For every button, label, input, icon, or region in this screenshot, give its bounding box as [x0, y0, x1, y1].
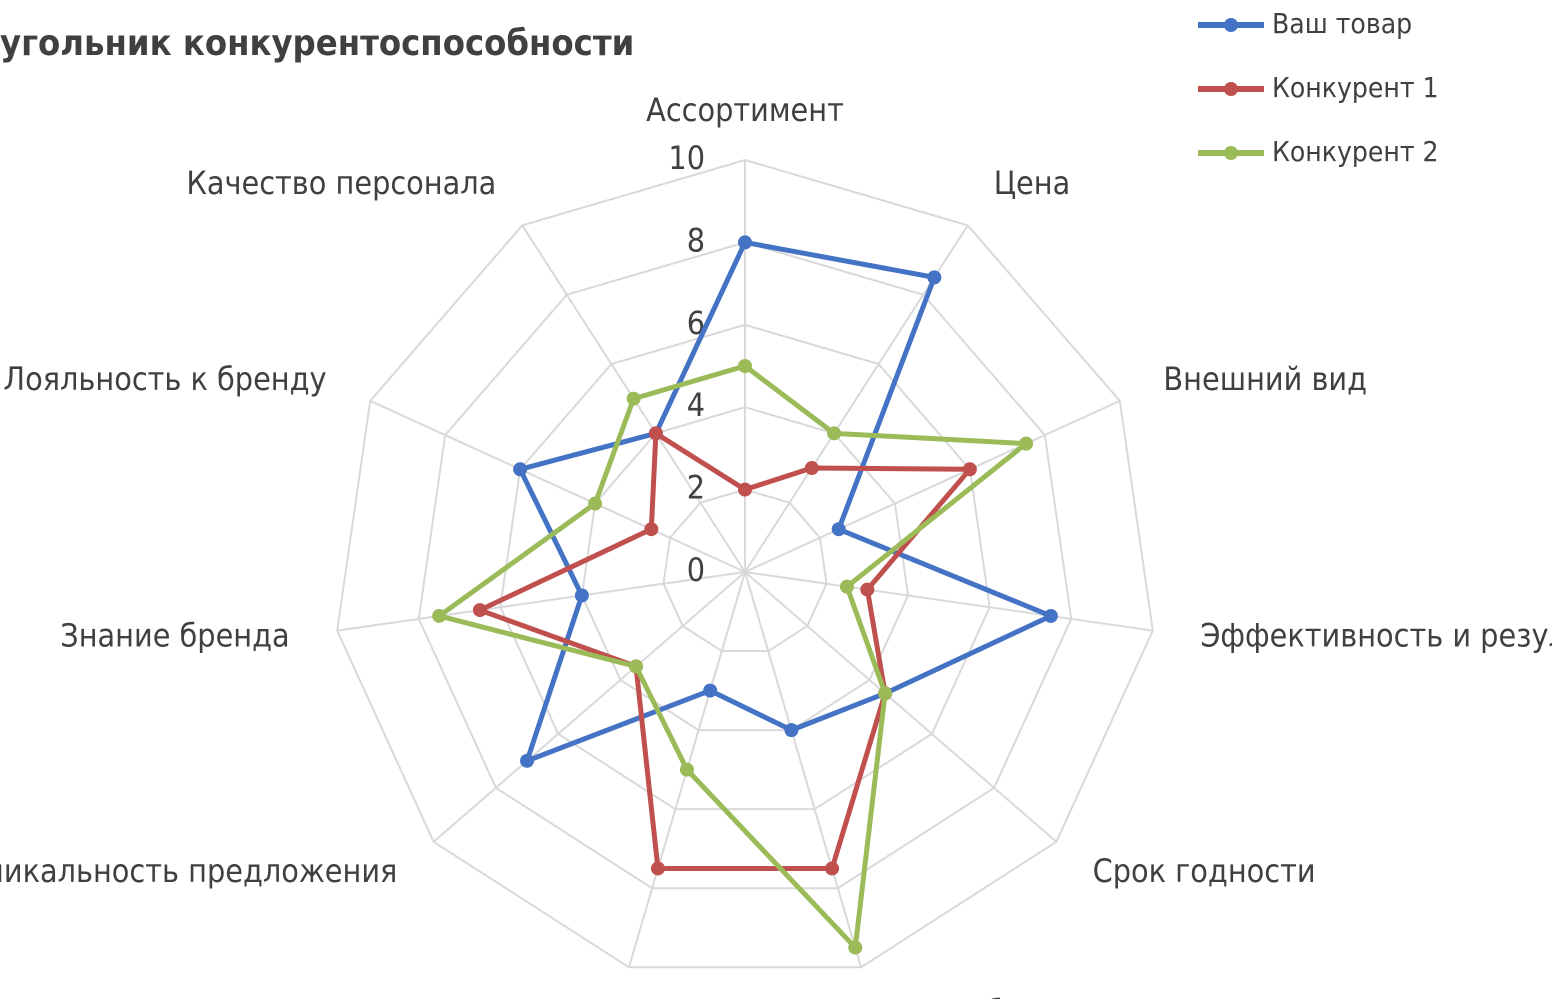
grid-ring	[417, 241, 1073, 890]
series-marker	[962, 462, 977, 477]
legend-label: Конкурент 2	[1272, 135, 1439, 168]
category-label: Срок годности	[1093, 852, 1316, 890]
series-line	[517, 239, 1054, 764]
category-label: Уникальность предложения	[0, 852, 397, 890]
grid-ring	[336, 158, 1154, 969]
series-marker	[831, 522, 846, 537]
category-label: Знание бренда	[60, 616, 289, 654]
spoke	[337, 571, 746, 632]
series-marker	[432, 608, 447, 623]
spoke	[744, 571, 863, 968]
category-label: Рекламная активность	[269, 992, 616, 999]
spoke	[432, 571, 746, 843]
series-marker	[804, 461, 819, 476]
series-marker	[839, 579, 854, 594]
grid-ring	[580, 406, 910, 732]
series-marker	[703, 683, 718, 698]
spoke	[744, 571, 1058, 843]
series-marker	[626, 391, 641, 406]
series-marker	[1019, 436, 1034, 451]
r-tick-label: 4	[687, 386, 705, 424]
category-label: Качество персонала	[186, 164, 496, 202]
legend-label: Конкурент 1	[1272, 71, 1439, 104]
series-marker	[648, 426, 663, 441]
legend-marker	[1224, 18, 1238, 32]
series-marker	[738, 235, 752, 250]
series-marker	[644, 522, 659, 537]
series-marker	[1043, 608, 1058, 623]
series-marker	[825, 861, 840, 876]
legend-marker	[1224, 146, 1238, 160]
series-marker	[738, 359, 752, 373]
category-label: Лояльность к бренду	[3, 360, 326, 398]
series-marker	[520, 753, 535, 768]
series-marker	[878, 686, 893, 701]
series-marker	[679, 762, 694, 777]
spoke	[744, 399, 1121, 573]
series-marker	[588, 496, 603, 511]
series-marker	[574, 588, 589, 603]
series-marker	[927, 270, 942, 285]
series-marker	[860, 582, 875, 597]
series-marker	[827, 426, 842, 441]
chart-title: угольник конкурентоспособности	[0, 23, 634, 64]
grid-ring	[662, 488, 828, 653]
series-marker	[629, 659, 644, 674]
series-line	[436, 363, 1029, 951]
legend-marker	[1224, 82, 1238, 96]
category-label: Ассортимент	[646, 91, 844, 129]
series-marker	[784, 723, 799, 738]
r-tick-label: 0	[687, 551, 705, 589]
series-marker	[650, 861, 665, 876]
series-marker	[848, 940, 863, 955]
category-label: Дистрибуция	[875, 992, 1076, 999]
legend-label: Ваш товар	[1272, 7, 1412, 40]
category-label: Цена	[994, 164, 1071, 202]
r-tick-label: 8	[687, 221, 705, 259]
category-label: Эффективность и результат	[1200, 616, 1552, 654]
r-tick-label: 2	[687, 469, 705, 507]
series-marker	[738, 482, 752, 497]
category-label: Внешний вид	[1163, 360, 1367, 398]
series-marker	[513, 462, 528, 477]
grid-ring	[499, 323, 991, 811]
spoke	[369, 399, 746, 573]
r-tick-label: 10	[668, 139, 705, 177]
series-marker	[472, 603, 487, 618]
spoke	[744, 571, 1153, 632]
series-line	[477, 430, 973, 871]
